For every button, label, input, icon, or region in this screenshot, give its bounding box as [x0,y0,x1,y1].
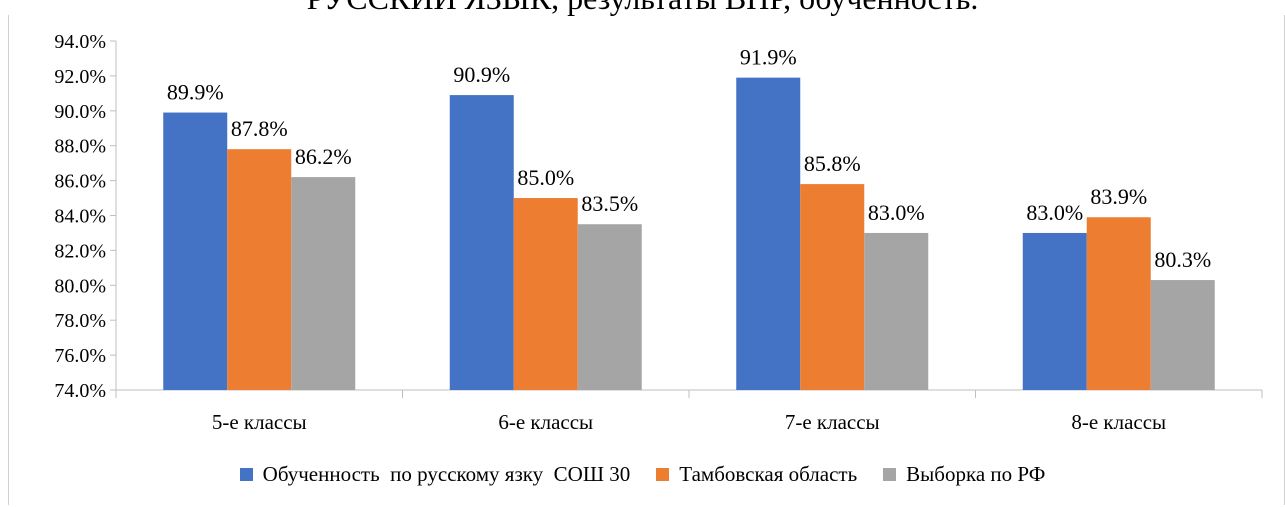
data-label: 89.9% [167,80,224,105]
bar-3 [577,224,642,390]
y-tick-label: 76.0% [54,345,106,367]
y-tick-label: 84.0% [54,206,106,228]
data-label: 86.2% [295,144,352,169]
data-label: 83.5% [581,191,638,216]
y-tick-label: 74.0% [54,380,106,402]
bar-chart: 74.0% 76.0% 78.0% 80.0% 82.0% 84.0% 86.0% 88.0%… [54,31,1263,434]
y-tick-label: 88.0% [54,136,106,158]
y-tick-label: 90.0% [54,101,106,123]
bar-1 [163,112,228,391]
legend: Обученность по русскому язку СОШ 30 Тамбо… [0,462,1285,487]
y-tick-label: 82.0% [54,240,106,262]
legend-label: Выборка по РФ [906,462,1046,486]
data-label: 91.9% [740,45,797,70]
legend-item: Выборка по РФ [883,462,1045,487]
bar-1 [736,77,801,391]
x-tick-label: 6-е классы [498,410,593,434]
bar-2 [1086,217,1151,390]
bar-3 [291,177,356,390]
legend-swatch [239,468,253,481]
legend-swatch [883,468,897,481]
bar-3 [1150,280,1215,390]
bar-1 [1022,232,1087,390]
data-label: 85.8% [804,151,861,176]
chart-title: РУССКИЙ ЯЗЫК, результаты ВПР, обученност… [0,0,1285,18]
bar-2 [513,198,578,390]
y-tick-label: 78.0% [54,310,106,332]
data-label: 80.3% [1154,247,1211,272]
data-label: 83.0% [1026,200,1083,225]
y-tick-label: 94.0% [54,31,106,53]
data-label: 83.9% [1090,184,1147,209]
legend-label: Тамбовская область [679,462,858,486]
x-tick-label: 8-е классы [1071,410,1166,434]
legend-item: Обученность по русскому язку СОШ 30 [239,462,631,487]
bar-2 [800,184,865,390]
bar-2 [227,149,292,390]
y-tick-label: 92.0% [54,66,106,88]
y-tick-label: 86.0% [54,171,106,193]
data-label: 83.0% [868,200,925,225]
legend-label: Обученность по русскому язку СОШ 30 [262,462,631,486]
bar-1 [449,95,514,390]
data-label: 85.0% [517,165,574,190]
legend-swatch [656,468,670,481]
x-tick-label: 5-е классы [212,410,307,434]
data-label: 87.8% [231,116,288,141]
y-tick-label: 80.0% [54,275,106,297]
data-label: 90.9% [453,62,510,87]
legend-item: Тамбовская область [656,462,857,487]
bar-3 [864,232,929,390]
x-tick-label: 7-е классы [785,410,880,434]
